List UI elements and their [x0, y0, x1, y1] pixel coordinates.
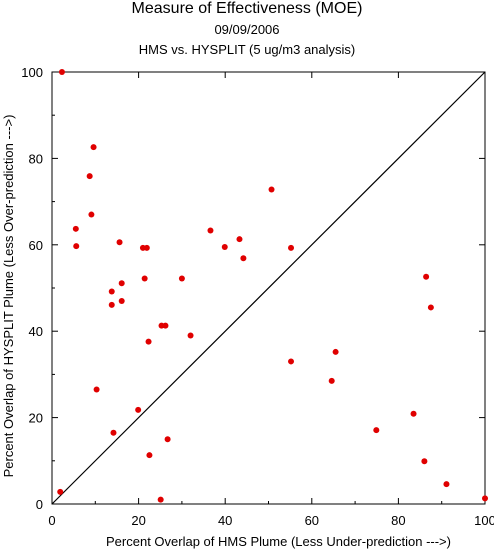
chart-subtitle: HMS vs. HYSPLIT (5 ug/m3 analysis) — [138, 42, 356, 57]
y-tick-label: 100 — [21, 65, 43, 80]
one-to-one-reference-line — [51, 71, 486, 505]
data-point — [423, 273, 430, 280]
data-point — [288, 358, 295, 365]
data-point — [145, 338, 152, 345]
y-tick-label: 40 — [29, 324, 43, 339]
data-point — [373, 427, 380, 434]
data-point — [482, 495, 488, 502]
data-point — [187, 332, 194, 339]
data-point — [328, 377, 335, 384]
x-axis-ticks: 0 20 40 60 80 100 — [48, 72, 494, 528]
data-point — [116, 239, 123, 246]
chart-date: 09/09/2006 — [214, 22, 280, 37]
y-tick-label: 0 — [36, 497, 43, 512]
data-point — [135, 406, 142, 413]
y-tick-label: 80 — [29, 151, 43, 166]
y-axis-ticks: 0 20 40 60 80 100 — [21, 65, 485, 512]
data-point — [90, 144, 97, 151]
chart-title: Measure of Effectiveness (MOE) — [131, 0, 363, 17]
x-tick-label: 80 — [391, 513, 405, 528]
data-point — [443, 481, 450, 488]
data-point — [146, 452, 153, 459]
data-point — [164, 436, 171, 443]
x-tick-label: 40 — [218, 513, 232, 528]
data-point — [118, 280, 125, 287]
data-point — [108, 301, 115, 308]
data-points — [57, 69, 488, 503]
data-point — [93, 386, 100, 393]
x-tick-label: 20 — [131, 513, 145, 528]
x-axis-label: Percent Overlap of HMS Plume (Less Under… — [106, 534, 451, 549]
data-point — [240, 255, 247, 262]
data-point — [157, 496, 164, 503]
y-tick-label: 60 — [29, 238, 43, 253]
data-point — [221, 243, 228, 250]
data-point — [73, 243, 80, 250]
data-point — [162, 322, 169, 329]
data-point — [88, 211, 95, 218]
data-point — [118, 297, 125, 304]
x-tick-label: 60 — [305, 513, 319, 528]
data-point — [108, 288, 115, 295]
y-axis-label: Percent Overlap of HYSPLIT Plume (Less O… — [1, 115, 16, 478]
data-point — [57, 488, 64, 495]
data-point — [410, 410, 417, 417]
y-tick-label: 20 — [29, 411, 43, 426]
data-point — [110, 429, 117, 436]
data-point — [143, 244, 150, 251]
data-point — [178, 275, 185, 282]
x-tick-label: 100 — [474, 513, 494, 528]
data-point — [427, 304, 434, 311]
data-point — [236, 236, 243, 243]
x-tick-label: 0 — [48, 513, 55, 528]
data-point — [332, 348, 339, 355]
data-point — [268, 186, 275, 193]
data-point — [58, 69, 65, 75]
data-point — [288, 244, 295, 251]
data-point — [207, 227, 214, 234]
data-point — [141, 275, 148, 282]
data-point — [86, 173, 93, 180]
data-point — [72, 225, 79, 232]
data-point — [421, 458, 428, 465]
